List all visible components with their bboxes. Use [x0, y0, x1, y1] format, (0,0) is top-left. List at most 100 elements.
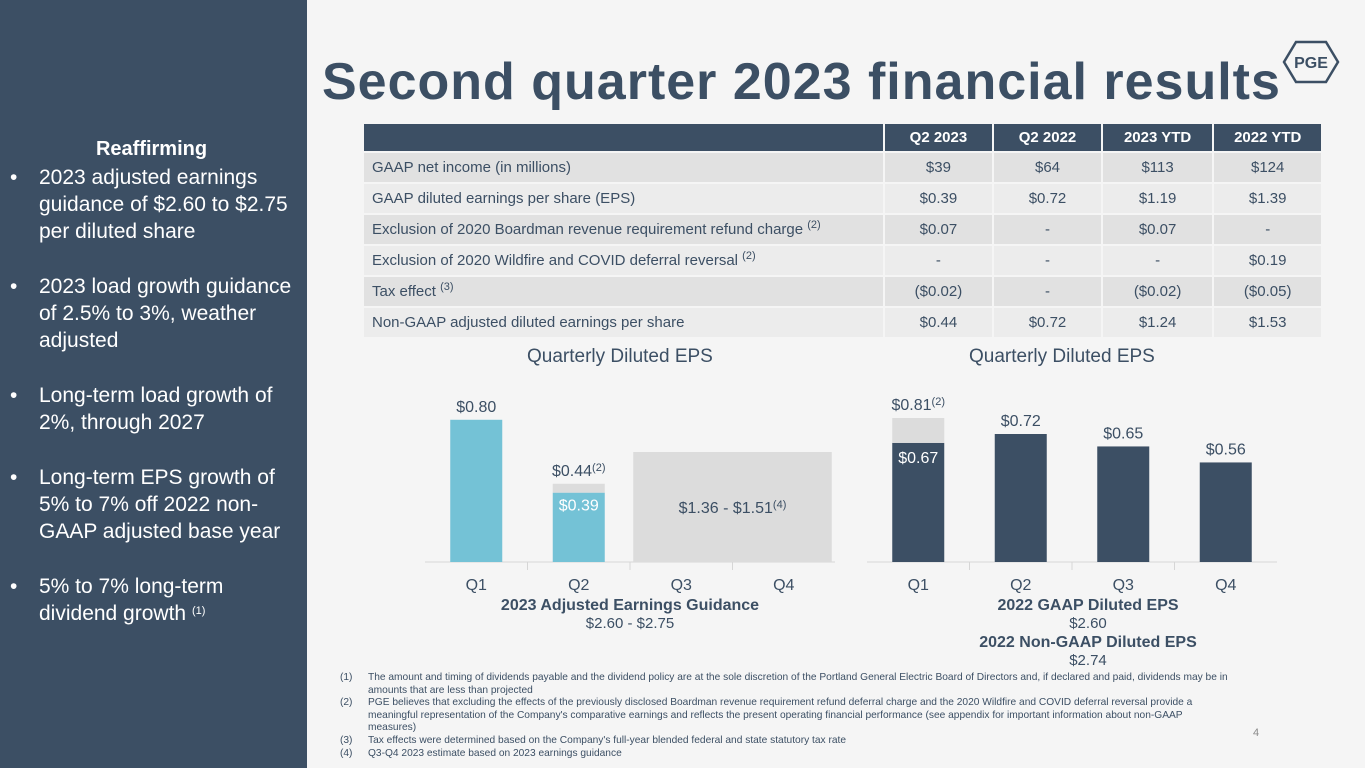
column-header: 2022 YTD — [1214, 124, 1321, 151]
table-cell: $0.72 — [994, 308, 1101, 337]
footnote-number: (1) — [340, 672, 353, 683]
table-cell: - — [994, 277, 1101, 306]
column-header: 2023 YTD — [1102, 124, 1213, 151]
row-label-text: Non-GAAP adjusted diluted earnings per s… — [372, 314, 685, 331]
table-cell: - — [1214, 215, 1321, 244]
bullet-dot: • — [10, 166, 18, 189]
bullet-dot: • — [10, 275, 18, 298]
bullet-text: Long-term load growth of 2%, through 202… — [39, 384, 273, 434]
column-header: Q2 2022 — [994, 124, 1101, 151]
financial-results-table: Q2 2023 Q2 2022 2023 YTD 2022 YTD GAAP n… — [362, 122, 1323, 339]
table-cell: - — [994, 215, 1101, 244]
table-cell: - — [994, 246, 1101, 275]
table-header-row: Q2 2023 Q2 2022 2023 YTD 2022 YTD — [364, 124, 1321, 151]
table-cell: $0.07 — [884, 215, 993, 244]
data-label: $0.81(2) — [892, 396, 946, 414]
table-cell: ($0.02) — [1102, 277, 1213, 306]
data-label-inner: $0.39 — [559, 498, 599, 515]
eps-chart-2023: Q1 Q2 Q3 Q4 $1.36 - $1.51(4) $0.80 $0.44(2) $0.… — [425, 399, 835, 594]
table-cell: $0.72 — [994, 184, 1101, 213]
page-number: 4 — [1253, 727, 1260, 739]
table-cell: ($0.05) — [1214, 277, 1321, 306]
caption-value-2: $2.74 — [1069, 652, 1107, 669]
chart-caption-2023: 2023 Adjusted Earnings Guidance $2.60 - … — [480, 597, 780, 632]
table-cell: $0.39 — [884, 184, 993, 213]
x-tick-label: Q2 — [568, 577, 589, 594]
bullet-text: 2023 load growth guidance of 2.5% to 3%,… — [39, 275, 292, 352]
page-title: Second quarter 2023 financial results — [322, 53, 1281, 111]
data-label: $0.65 — [1103, 425, 1143, 442]
table-row: GAAP diluted earnings per share (EPS) $0… — [364, 184, 1321, 213]
bullet-text: 2023 adjusted earnings guidance of $2.60… — [39, 166, 288, 243]
bullet-text: 5% to 7% long-term dividend growth — [39, 575, 224, 625]
chart-caption-2022: 2022 GAAP Diluted EPS $2.60 2022 Non-GAA… — [938, 597, 1238, 669]
bar — [1097, 446, 1150, 562]
logo-hexagon — [1282, 40, 1340, 84]
row-label: GAAP net income (in millions) — [364, 153, 883, 182]
table-cell: $1.39 — [1214, 184, 1321, 213]
chart-title-2022: Quarterly Diluted EPS — [969, 346, 1155, 367]
bullet-text: Long-term EPS growth of 5% to 7% off 202… — [39, 466, 281, 543]
bullet-item: • 5% to 7% long-term dividend growth (1) — [10, 573, 300, 627]
bullet-dot: • — [10, 466, 18, 489]
bar — [892, 418, 945, 443]
row-label: Exclusion of 2020 Wildfire and COVID def… — [364, 246, 883, 275]
bullet-dot: • — [10, 575, 18, 598]
row-label-text: Exclusion of 2020 Boardman revenue requi… — [372, 221, 808, 238]
range-bar — [633, 451, 832, 562]
table-row: Tax effect (3) ($0.02) - ($0.02) ($0.05) — [364, 277, 1321, 306]
sidebar: Reaffirming • 2023 adjusted earnings guid… — [0, 0, 307, 768]
footnote-text: The amount and timing of dividends payab… — [368, 672, 1228, 696]
table-cell: - — [1102, 246, 1213, 275]
table-row: Non-GAAP adjusted diluted earnings per s… — [364, 308, 1321, 337]
caption-title: 2023 Adjusted Earnings Guidance — [500, 597, 760, 614]
footnote: (3) Tax effects were determined based on … — [340, 735, 1230, 748]
table-cell: $1.53 — [1214, 308, 1321, 337]
bar — [450, 419, 503, 562]
bar — [552, 492, 605, 562]
x-tick-label: Q3 — [1113, 577, 1134, 594]
row-label: Tax effect (3) — [364, 277, 883, 306]
column-header: Q2 2023 — [884, 124, 993, 151]
footnote-number: (2) — [340, 697, 353, 709]
table-cell: $0.19 — [1214, 246, 1321, 275]
table-cell: $0.44 — [884, 308, 993, 337]
row-label: GAAP diluted earnings per share (EPS) — [364, 184, 883, 213]
pge-logo: PGE — [1282, 40, 1340, 84]
footnote-number: (3) — [340, 734, 353, 746]
caption-value: $2.60 - $2.75 — [585, 615, 675, 632]
x-tick-label: Q1 — [466, 577, 487, 594]
bullet-list: • 2023 adjusted earnings guidance of $2.6… — [10, 164, 300, 655]
footnote-ref: (2) — [807, 219, 821, 231]
data-label: $0.72 — [1001, 413, 1041, 430]
footnote-text: Q3-Q4 2023 estimate based on 2023 earnin… — [368, 747, 622, 759]
chart-title-2023: Quarterly Diluted EPS — [527, 346, 713, 367]
footnote: (4) Q3-Q4 2023 estimate based on 2023 ear… — [340, 748, 1230, 761]
column-header — [364, 124, 883, 151]
logo-text: PGE — [1294, 55, 1328, 72]
footnote-ref: (2) — [742, 250, 756, 262]
footnote: (2) PGE believes that excluding the effec… — [340, 697, 1230, 735]
row-label-text: Exclusion of 2020 Wildfire and COVID def… — [372, 252, 743, 269]
footnote: (1) The amount and timing of dividends pa… — [340, 672, 1230, 697]
x-tick-label: Q1 — [908, 577, 929, 594]
caption-title-2: 2022 Non-GAAP Diluted EPS — [979, 634, 1197, 651]
table-cell: $0.07 — [1102, 215, 1213, 244]
data-label: $0.44(2) — [552, 462, 606, 480]
bar — [994, 434, 1047, 562]
x-tick-label: Q4 — [773, 577, 794, 594]
footnote-number: (4) — [340, 747, 353, 759]
footnotes: (1) The amount and timing of dividends pa… — [340, 672, 1230, 760]
bullet-footnote-ref: (1) — [191, 605, 206, 617]
row-label-text: GAAP diluted earnings per share (EPS) — [372, 190, 636, 207]
sidebar-heading: Reaffirming — [95, 138, 208, 160]
bullet-dot: • — [10, 384, 18, 407]
bullet-item: • 2023 load growth guidance of 2.5% to 3%… — [10, 273, 300, 354]
data-label: $0.56 — [1206, 441, 1246, 458]
row-label: Exclusion of 2020 Boardman revenue requi… — [364, 215, 883, 244]
footnote-text: Tax effects were determined based on the… — [368, 734, 847, 746]
eps-chart-2022: Q1 Q2 Q3 Q4 $0.81(2) $0.67 $0.72 $0.65 $0.56 — [867, 396, 1277, 594]
table-cell: - — [884, 246, 993, 275]
bullet-item: • 2023 adjusted earnings guidance of $2.6… — [10, 164, 300, 245]
range-label: $1.36 - $1.51(4) — [679, 499, 787, 517]
